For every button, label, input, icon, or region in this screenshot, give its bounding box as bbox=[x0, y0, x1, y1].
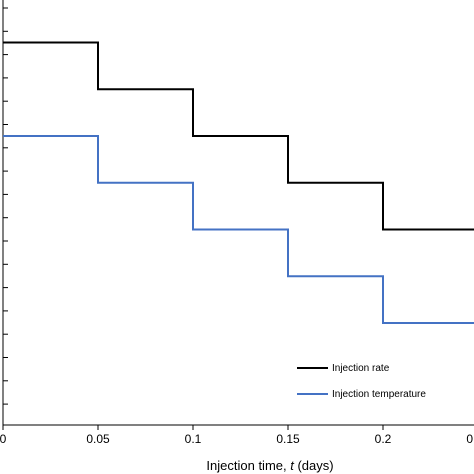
x-tick-label: 0.1 bbox=[185, 432, 202, 446]
x-tick-label: 0.15 bbox=[276, 432, 300, 446]
series-line bbox=[3, 41, 474, 231]
legend-label: Injection temperature bbox=[332, 389, 426, 400]
x-tick-label: 0.2 bbox=[375, 432, 392, 446]
x-tick-label: 0.05 bbox=[86, 432, 110, 446]
axes bbox=[2, 0, 474, 430]
legend: Injection rate Injection temperature bbox=[297, 363, 426, 400]
x-axis-title: Injection time, t (days) bbox=[206, 458, 333, 473]
legend-label: Injection rate bbox=[332, 363, 390, 374]
x-tick-labels: 0 0.05 0.1 0.15 0.2 0.25 bbox=[0, 432, 474, 446]
x-tick-label: 0 bbox=[0, 432, 7, 446]
x-tick-label: 0.25 bbox=[466, 432, 474, 446]
series-line bbox=[3, 135, 474, 324]
series-lines bbox=[3, 41, 474, 324]
